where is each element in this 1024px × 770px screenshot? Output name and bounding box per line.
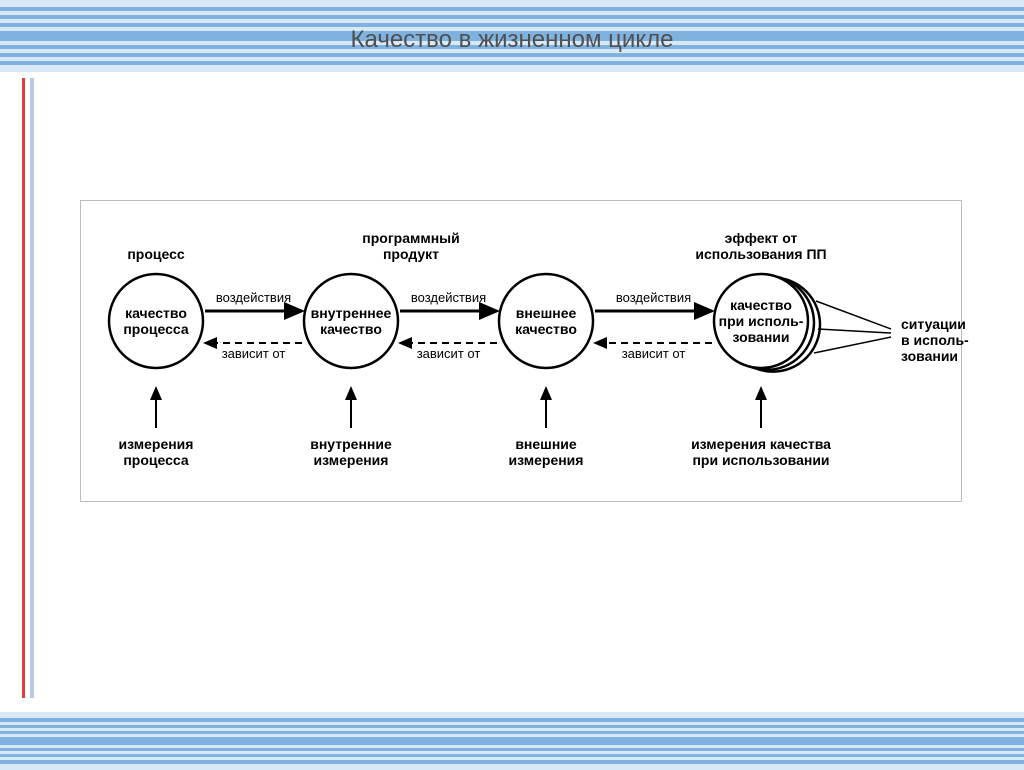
decorative-stripe-band [0,712,1024,770]
node-bottom-label: внутренниеизмерения [251,436,451,468]
side-note-connector [818,329,891,333]
node-top-label: процесс [66,246,246,262]
left-accent-bar [22,78,25,698]
stripe [0,737,1024,745]
edge-label-influence: воздействия [604,291,704,306]
left-accent-bar [30,78,34,698]
stripe [0,764,1024,770]
edge-label-depends: зависит от [399,347,499,362]
node-top-label: эффект отиспользования ПП [671,230,851,262]
node-label: качествопри исполь-зовании [714,297,808,345]
side-note-connector [814,337,891,353]
lifecycle-quality-diagram: воздействия зависит от воздействия зависит … [80,200,962,502]
node-top-label: программныйпродукт [321,230,501,262]
page-title: Качество в жизненном цикле [0,26,1024,54]
node-bottom-label: внешниеизмерения [446,436,646,468]
stripe [0,65,1024,72]
stripe [0,0,1024,7]
node-bottom-label: измеренияпроцесса [56,436,256,468]
node-label: качествопроцесса [109,305,203,337]
edge-label-depends: зависит от [604,347,704,362]
side-note-label: ситуациив исполь-зовании [901,316,991,364]
node-label: внешнеекачество [499,305,593,337]
edge-label-depends: зависит от [204,347,304,362]
node-bottom-label: измерения качествапри использовании [661,436,861,468]
side-note-connector [816,301,891,329]
edge-label-influence: воздействия [204,291,304,306]
node-label: внутреннеекачество [304,305,398,337]
edge-label-influence: воздействия [399,291,499,306]
